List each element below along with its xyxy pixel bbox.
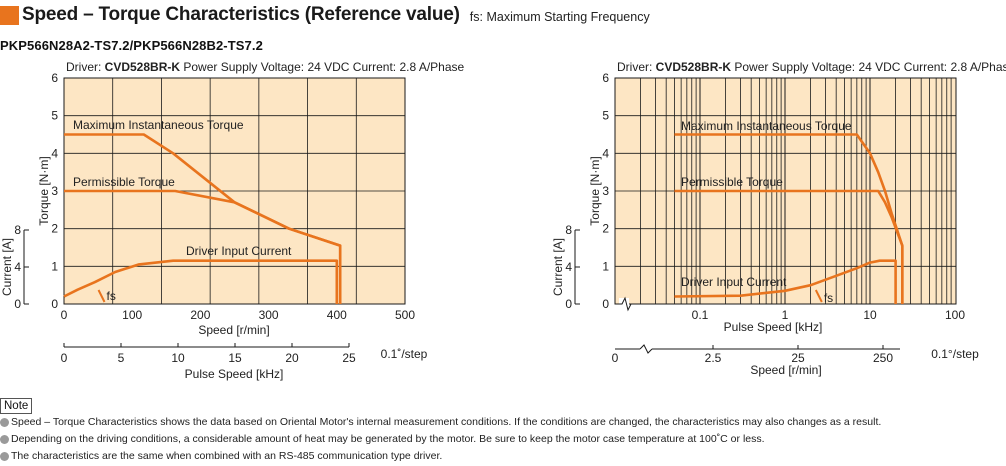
note-item: The characteristics are the same when co… (0, 448, 1000, 465)
left-x-tick: 0 (61, 308, 68, 322)
driver-prefix: Driver: (66, 60, 105, 74)
right-current-label: Current [A] (551, 238, 565, 296)
right-x2-break (639, 344, 653, 354)
left-series-label-1: Maximum Instantaneous Torque (73, 118, 244, 132)
right-y-tick: 1 (602, 259, 609, 273)
right-x-tick: 1 (782, 308, 789, 322)
right-x2-tick: 25 (791, 351, 805, 365)
right-x-tick: 10 (863, 308, 877, 322)
right-y-tick: 0 (602, 297, 609, 311)
driver-model: CVD528BR-K (105, 60, 181, 74)
left-series-label-3: Driver Input Current (186, 244, 292, 258)
note-item: Depending on the driving conditions, a c… (0, 431, 1000, 448)
left-x2-tick: 10 (171, 351, 185, 365)
right-x2-tick: 250 (873, 351, 893, 365)
note-text: Speed – Torque Characteristics shows the… (11, 416, 882, 428)
right-chart-header: Driver: CVD528BR-K Power Supply Voltage:… (617, 60, 1006, 74)
right-current-tick: 0 (565, 297, 572, 311)
left-series-line-3 (63, 259, 339, 304)
left-x-label: Speed [r/min] (198, 323, 269, 337)
left-x-tick: 300 (259, 308, 279, 322)
right-series-label-2: Permissible Torque (681, 175, 783, 189)
right-x-label: Pulse Speed [kHz] (724, 320, 823, 334)
left-x-tick: 400 (327, 308, 347, 322)
left-x2-tick: 15 (228, 351, 242, 365)
page-title: Speed – Torque Characteristics (Referenc… (0, 2, 650, 28)
right-y-tick: 3 (602, 184, 609, 198)
right-current-tick: 4 (565, 260, 572, 274)
notes-section: Note Speed – Torque Characteristics show… (0, 396, 1000, 465)
driver-model: CVD528BR-K (656, 60, 732, 74)
right-x2-label: Speed [r/min] (750, 363, 821, 377)
left-x-tick: 500 (395, 308, 415, 322)
left-y-tick: 5 (51, 109, 58, 123)
left-y-label: Torque [N·m] (37, 156, 51, 225)
charts-canvas: Driver: CVD528BR-K Power Supply Voltage:… (0, 60, 1006, 381)
conditions: Power Supply Voltage: 24 VDC Current: 2.… (731, 60, 1006, 74)
left-y-tick: 1 (51, 259, 58, 273)
right-x2-unit: 0.1°/step (931, 347, 979, 361)
left-x-tick: 200 (190, 308, 210, 322)
left-series-line-2 (64, 189, 342, 304)
title-main: Speed – Torque Characteristics (Referenc… (22, 4, 460, 25)
left-y-tick: 0 (51, 297, 58, 311)
driver-prefix: Driver: (617, 60, 656, 74)
right-fs-marker (814, 289, 823, 303)
bullet-icon (0, 435, 9, 444)
title-subtitle: fs: Maximum Starting Frequency (469, 10, 650, 24)
left-fs-marker (97, 289, 106, 303)
left-x2-tick: 0 (61, 351, 68, 365)
left-y-tick: 6 (51, 71, 58, 85)
right-y-tick: 6 (602, 71, 609, 85)
left-chart-header: Driver: CVD528BR-K Power Supply Voltage:… (66, 60, 465, 74)
left-y-tick: 3 (51, 184, 58, 198)
conditions: Power Supply Voltage: 24 VDC Current: 2.… (180, 60, 464, 74)
left-current-tick: 4 (14, 260, 21, 274)
right-x2-tick: 2.5 (705, 351, 722, 365)
note-text: The characteristics are the same when co… (11, 450, 443, 462)
left-current-tick: 0 (14, 297, 21, 311)
right-current-tick: 8 (565, 223, 572, 237)
left-x-tick: 100 (122, 308, 142, 322)
note-text: Depending on the driving conditions, a c… (11, 433, 765, 445)
note-label: Note (0, 398, 33, 414)
right-plot-frame (614, 77, 957, 305)
right-y-label: Torque [N·m] (588, 156, 602, 225)
left-fs-label: fs (107, 289, 116, 303)
left-series-label-2: Permissible Torque (73, 175, 175, 189)
title-marker (0, 5, 19, 25)
right-y-tick: 4 (602, 146, 609, 160)
left-x2-tick: 5 (118, 351, 125, 365)
right-series-line-3 (674, 259, 897, 304)
model-name: PKP566N28A2-TS7.2/PKP566N28B2-TS7.2 (0, 38, 263, 53)
right-fs-label: fs (824, 291, 833, 305)
right-y-tick: 5 (602, 109, 609, 123)
right-series-line-2 (674, 189, 904, 304)
bullet-icon (0, 452, 9, 461)
left-x2-tick: 25 (342, 351, 356, 365)
right-x2-tick: 0 (612, 351, 619, 365)
left-y-tick: 4 (51, 146, 58, 160)
left-x2-label: Pulse Speed [kHz] (185, 367, 284, 381)
note-item: Speed – Torque Characteristics shows the… (0, 414, 1000, 431)
left-y-tick: 2 (51, 222, 58, 236)
right-break-bg (619, 298, 629, 310)
right-x-tick: 0.1 (692, 308, 709, 322)
right-y-tick: 2 (602, 222, 609, 236)
left-current-label: Current [A] (0, 238, 14, 296)
bullet-icon (0, 418, 9, 427)
right-series-label-3: Driver Input Current (681, 275, 787, 289)
right-axis-break (619, 296, 632, 312)
right-x-tick: 100 (945, 308, 965, 322)
right-series-label-1: Maximum Instantaneous Torque (681, 119, 852, 133)
left-x2-tick: 20 (285, 351, 299, 365)
left-x2-unit: 0.1˚/step (381, 347, 428, 361)
left-current-tick: 8 (14, 223, 21, 237)
